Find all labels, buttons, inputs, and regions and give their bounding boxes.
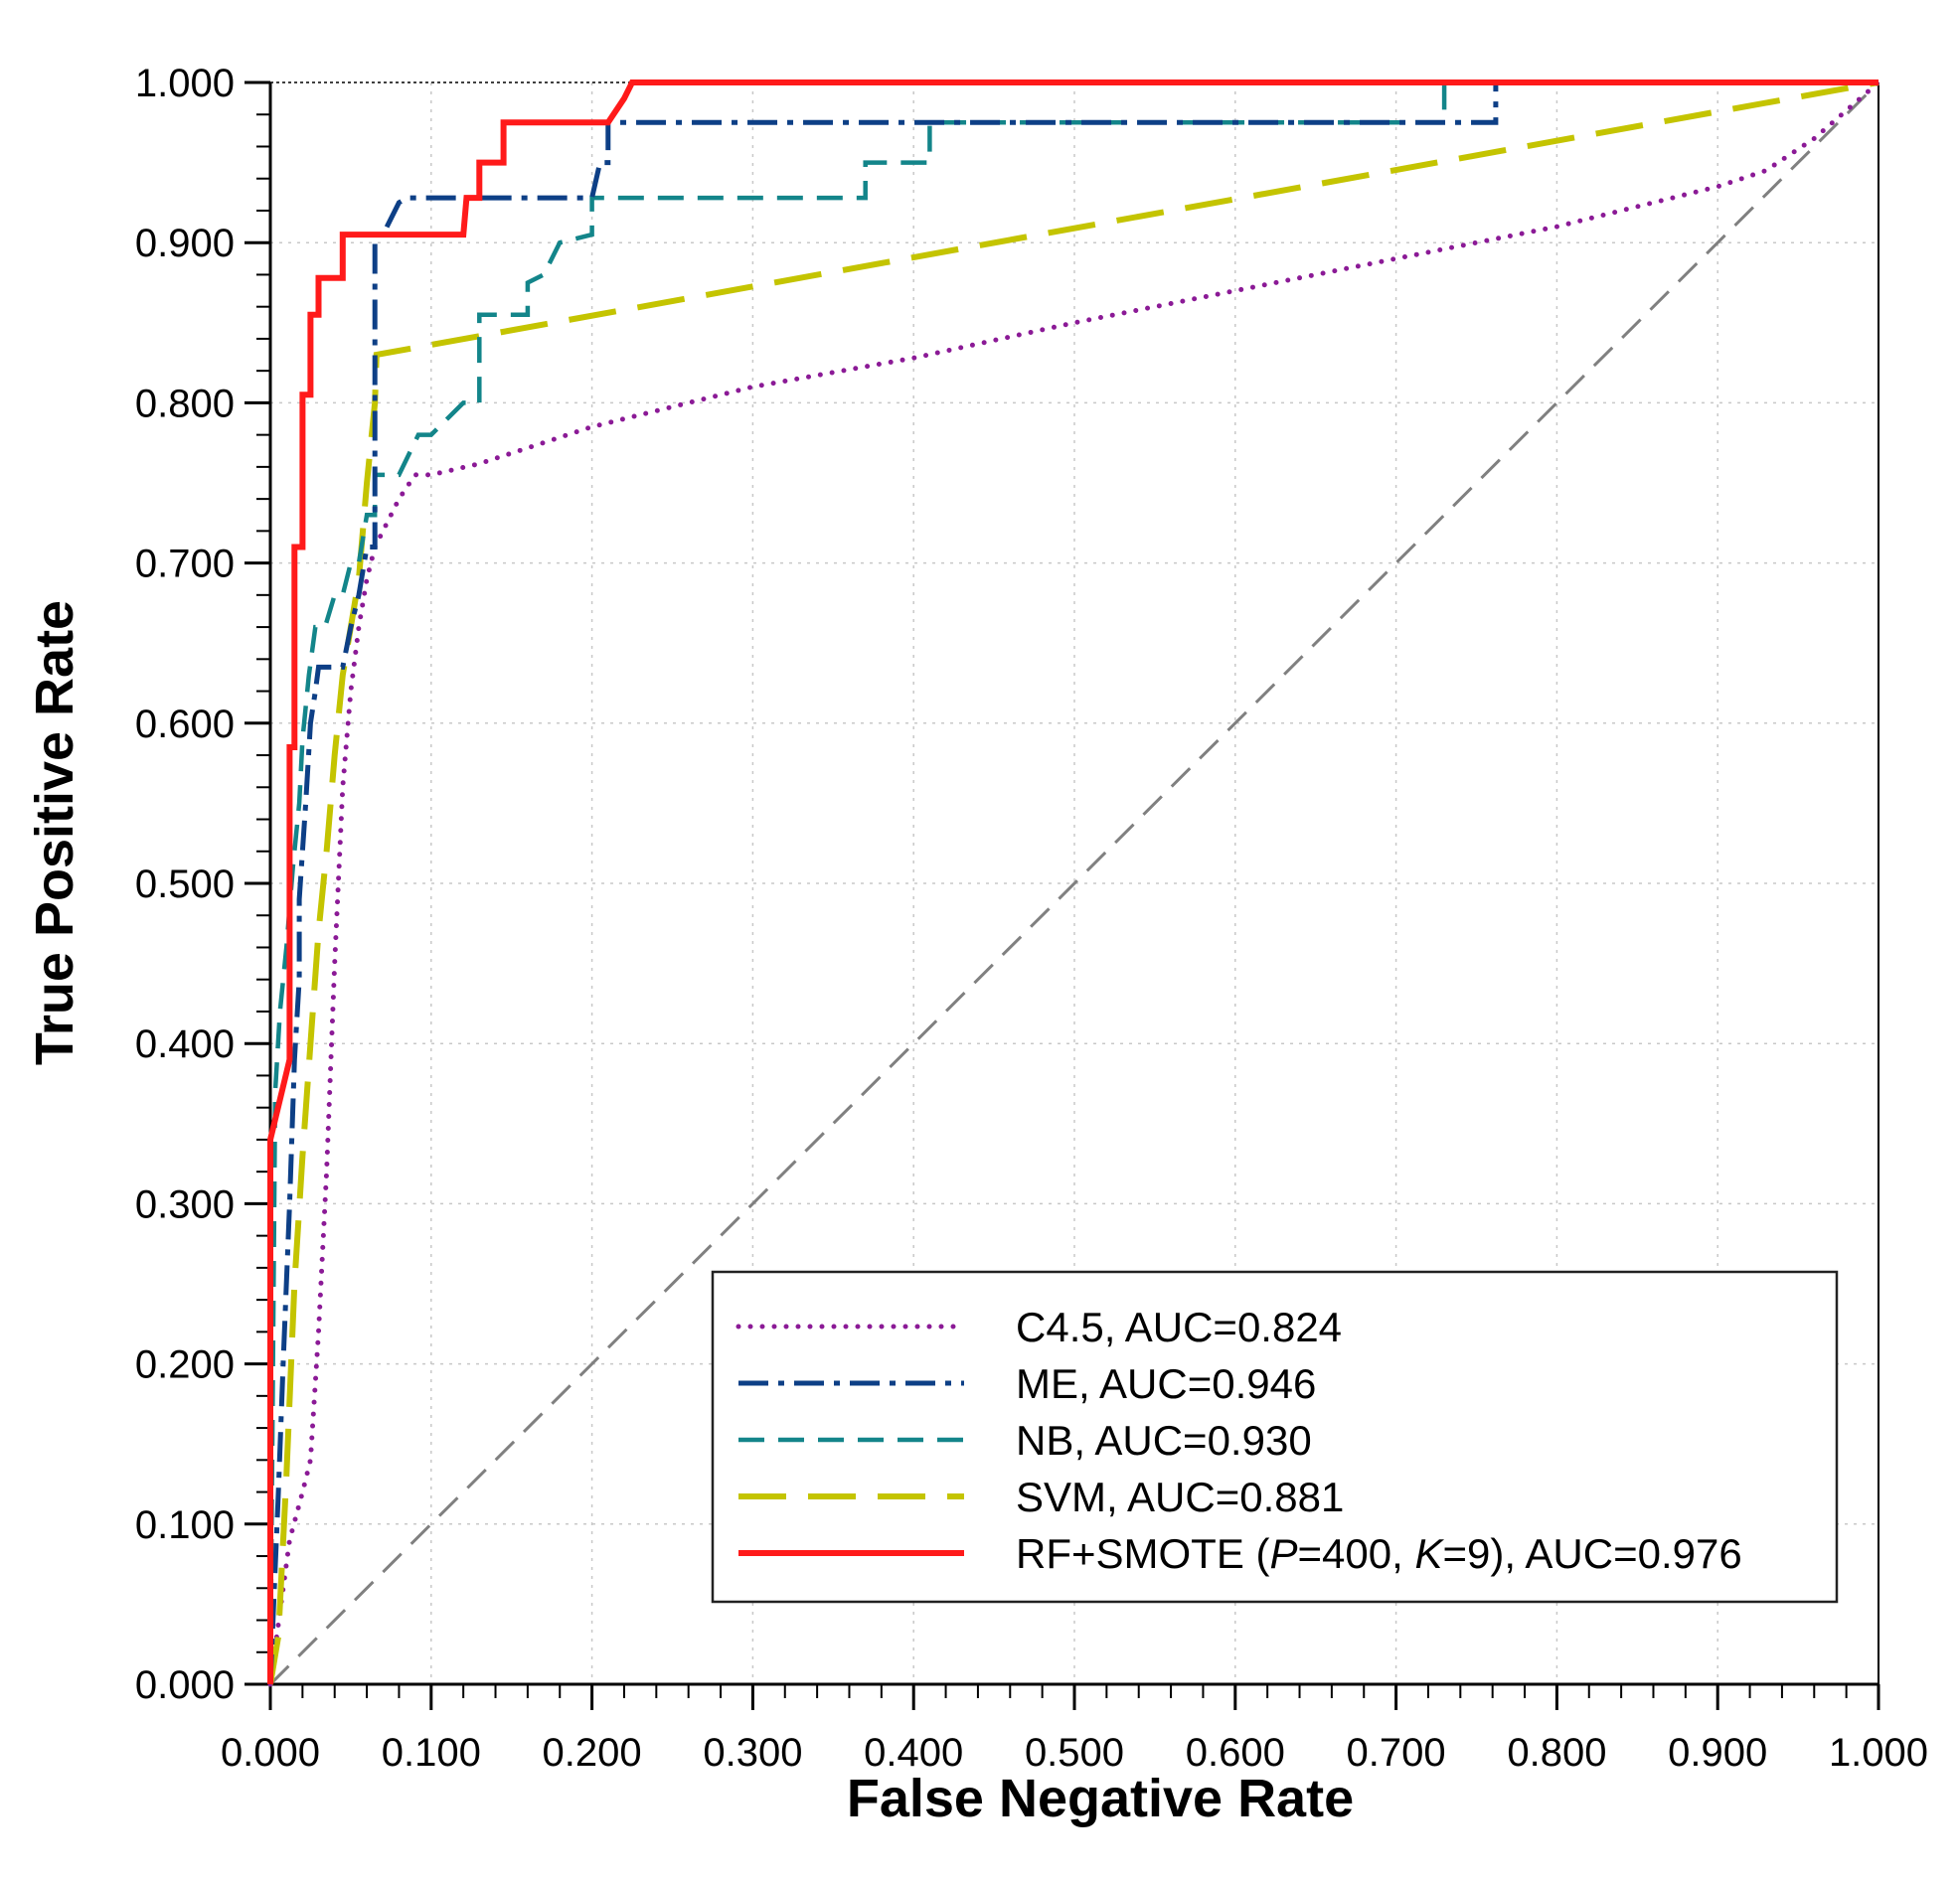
- legend-label-rf: RF+SMOTE (P=400, K=9), AUC=0.976: [1016, 1530, 1742, 1577]
- legend-label-svm: SVM, AUC=0.881: [1016, 1474, 1344, 1520]
- y-axis-title: True Positive Rate: [25, 600, 84, 1065]
- x-tick-label: 0.800: [1507, 1731, 1606, 1775]
- x-tick-label: 0.900: [1668, 1731, 1767, 1775]
- axis-titles: False Negative Rate True Positive Rate: [25, 600, 1354, 1828]
- y-tick-label: 1.000: [135, 62, 235, 105]
- x-tick-label: 0.500: [1025, 1731, 1124, 1775]
- x-tick-label: 0.000: [221, 1731, 320, 1775]
- legend: C4.5, AUC=0.824 ME, AUC=0.946 NB, AUC=0.93…: [711, 1270, 1839, 1604]
- series-lines: [267, 79, 1881, 1687]
- legend-label-part: =400,: [1298, 1530, 1415, 1577]
- axes: 0.000 0.100 0.200 0.300 0.400 0.500 0.600 0.700…: [135, 62, 1928, 1775]
- legend-label-part: P: [1270, 1530, 1298, 1577]
- series-line-rf: [267, 79, 1878, 1684]
- y-tick-label: 0.600: [135, 703, 235, 746]
- y-tick-label: 0.200: [135, 1343, 235, 1387]
- legend-label-nb: NB, AUC=0.930: [1016, 1417, 1312, 1464]
- y-tick-label: 0.100: [135, 1503, 235, 1547]
- series-line-svm: [267, 79, 1879, 1685]
- legend-label-me: ME, AUC=0.946: [1016, 1360, 1316, 1407]
- y-tick-label: 0.900: [135, 222, 235, 265]
- legend-box: [711, 1270, 1839, 1604]
- x-tick-label: 0.300: [703, 1731, 802, 1775]
- y-tick-label: 0.400: [135, 1022, 235, 1066]
- y-tick-label: 0.800: [135, 382, 235, 425]
- x-tick-label: 0.100: [382, 1731, 481, 1775]
- legend-label-part: =9), AUC=0.976: [1443, 1530, 1742, 1577]
- series-line-c45: [267, 79, 1881, 1687]
- x-axis-title: False Negative Rate: [847, 1769, 1354, 1828]
- y-tick-label: 0.000: [135, 1663, 235, 1707]
- y-tick-label: 0.500: [135, 862, 235, 906]
- legend-label-part: RF+SMOTE (: [1016, 1530, 1270, 1577]
- legend-label-c45: C4.5, AUC=0.824: [1016, 1304, 1342, 1350]
- series-line-me: [267, 82, 1499, 1685]
- x-tick-label: 1.000: [1829, 1731, 1928, 1775]
- x-tick-label: 0.600: [1186, 1731, 1285, 1775]
- y-tick-label: 0.700: [135, 543, 235, 586]
- x-tick-label: 0.400: [864, 1731, 963, 1775]
- legend-label-part: K: [1414, 1530, 1444, 1577]
- series-line-diagonal: [268, 80, 1880, 1686]
- y-tick-label: 0.300: [135, 1182, 235, 1226]
- series-line-nb: [267, 79, 1878, 1685]
- x-tick-label: 0.200: [543, 1731, 642, 1775]
- x-tick-label: 0.700: [1347, 1731, 1446, 1775]
